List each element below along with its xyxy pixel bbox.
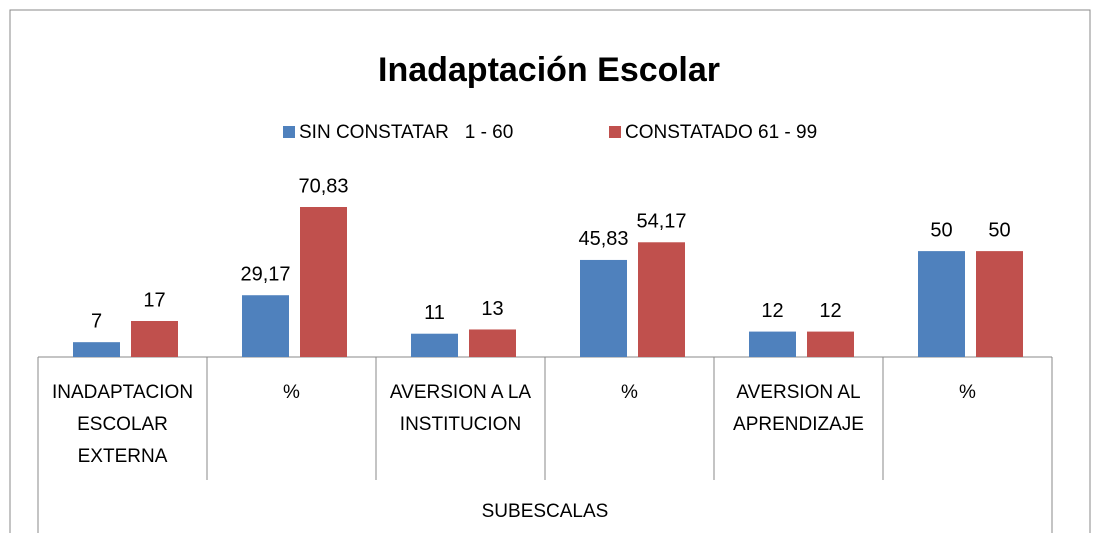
bar: [131, 320, 178, 357]
bar: [749, 331, 796, 357]
legend-label: CONSTATADO 61 - 99: [625, 122, 817, 143]
data-label: 13: [481, 298, 503, 320]
bar: [638, 242, 685, 357]
x-tick-label: %: [283, 382, 300, 403]
legend-label: SIN CONSTATAR 1 - 60: [299, 122, 513, 143]
bar: [411, 333, 458, 357]
data-label: 45,83: [578, 228, 628, 250]
bar: [73, 342, 120, 357]
data-label: 11: [424, 302, 445, 324]
bar: [469, 329, 516, 357]
data-label: 50: [930, 219, 952, 241]
data-label: 12: [819, 300, 841, 322]
data-label: 17: [143, 289, 165, 311]
x-tick-label: %: [959, 382, 976, 403]
x-tick-label: AVERSION AL APRENDIZAJE: [733, 382, 864, 435]
x-tick-label: INADAPTACION ESCOLAR EXTERNA: [51, 382, 194, 467]
data-label: 54,17: [636, 211, 686, 233]
bar: [580, 259, 627, 357]
data-label: 7: [91, 310, 102, 332]
data-label: 70,83: [298, 175, 348, 197]
bar: [976, 251, 1023, 357]
bar: [300, 207, 347, 357]
data-label: 12: [761, 300, 783, 322]
legend-swatch: [283, 126, 295, 138]
x-axis-label: SUBESCALAS: [482, 501, 609, 522]
bar: [242, 295, 289, 357]
x-tick-label: %: [621, 382, 638, 403]
data-label: 50: [988, 219, 1010, 241]
chart-border: [9, 9, 1091, 533]
chart-title: Inadaptación Escolar: [378, 51, 720, 89]
bar: [918, 251, 965, 357]
legend-swatch: [609, 126, 621, 138]
x-tick-label: AVERSION A LA INSTITUCION: [389, 382, 532, 435]
data-label: 29,17: [240, 264, 290, 286]
bar: [807, 331, 854, 357]
